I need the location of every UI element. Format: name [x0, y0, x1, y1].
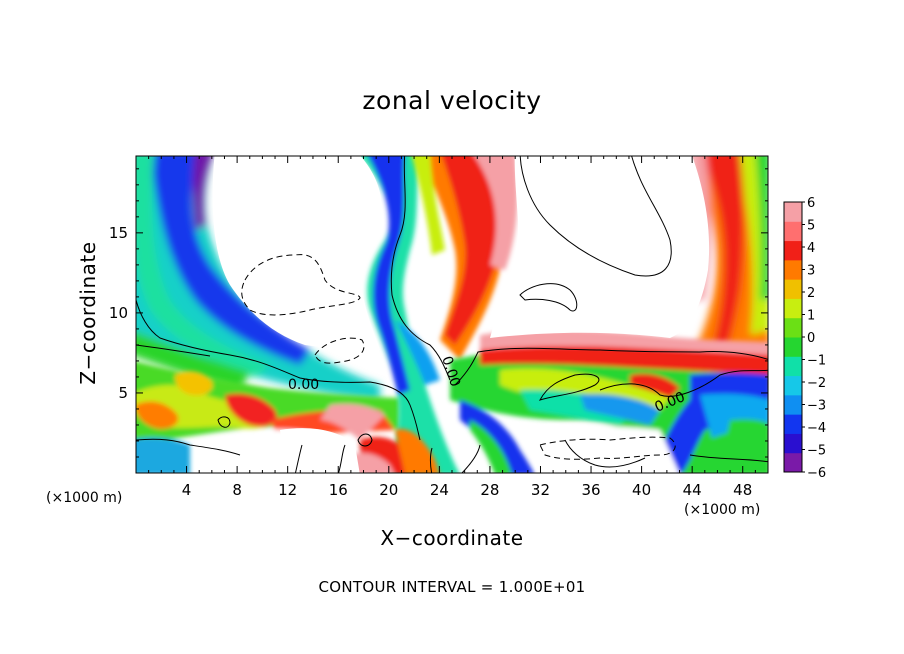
colorbar-swatch: [784, 259, 802, 280]
colorbar-label: −6: [807, 466, 826, 481]
colorbar-label: −4: [807, 421, 826, 436]
x-unit-label-right: (×1000 m): [684, 502, 761, 518]
contour-label: 0.00: [288, 377, 319, 393]
colorbar-swatch: [784, 298, 802, 319]
x-tick-label: 24: [430, 481, 449, 499]
colorbar-label: −2: [807, 376, 826, 391]
x-unit-label-left: (×1000 m): [46, 490, 123, 506]
colorbar-label: 2: [807, 286, 815, 301]
colorbar-label: 6: [807, 196, 815, 211]
x-tick-label: 28: [480, 481, 499, 499]
colorbar-swatch: [784, 433, 802, 454]
colorbar-swatch: [784, 221, 802, 242]
colorbar-swatch: [784, 414, 802, 434]
colorbar-label: 5: [807, 219, 815, 234]
x-tick-label: 48: [733, 481, 752, 499]
colorbar-swatch: [784, 375, 802, 396]
colorbar-swatch: [784, 317, 802, 338]
heatmap-field: [136, 156, 768, 473]
x-tick-label: 44: [683, 481, 702, 499]
colorbar-label: −5: [807, 444, 826, 459]
colorbar-swatch: [784, 240, 802, 261]
x-tick-label: 20: [379, 481, 398, 499]
colorbar-swatch: [784, 279, 802, 299]
contour-lines: [136, 156, 768, 473]
y-tick-label: 15: [109, 224, 128, 242]
colorbar-label: 1: [807, 309, 815, 324]
x-tick-label: 16: [329, 481, 348, 499]
y-axis-label: Z−coordinate: [76, 241, 100, 385]
x-axis: 4 8 12 16 20 24 28 32 36 40 44 48: [148, 156, 756, 499]
x-tick-label: 32: [531, 481, 550, 499]
colorbar-label: 4: [807, 241, 815, 256]
y-axis: 5 10 15: [109, 168, 768, 458]
y-tick-label: 5: [118, 384, 128, 402]
x-tick-label: 4: [182, 481, 192, 499]
colorbar-label: 0: [807, 331, 815, 346]
x-axis-label: X−coordinate: [380, 526, 524, 550]
negative-contours: [241, 254, 676, 460]
colorbar: 6 5 4 3 2 1 0 −1 −2 −3 −4 −5 −6: [783, 196, 826, 481]
colorbar-swatch: [784, 452, 802, 473]
colorbar-label: 3: [807, 264, 815, 279]
chart-title: zonal velocity: [362, 86, 542, 115]
y-tick-label: 10: [109, 304, 128, 322]
colorbar-swatch: [784, 337, 802, 357]
x-tick-label: 40: [632, 481, 651, 499]
x-tick-label: 8: [232, 481, 242, 499]
x-tick-label: 36: [581, 481, 600, 499]
contour-interval-note: CONTOUR INTERVAL = 1.000E+01: [318, 578, 586, 596]
colorbar-label: −3: [807, 399, 826, 414]
colorbar-swatch: [784, 356, 802, 377]
colorbar-swatch: [784, 202, 802, 222]
colorbar-label: −1: [807, 354, 826, 369]
colorbar-swatch: [784, 394, 802, 415]
x-tick-label: 12: [278, 481, 297, 499]
